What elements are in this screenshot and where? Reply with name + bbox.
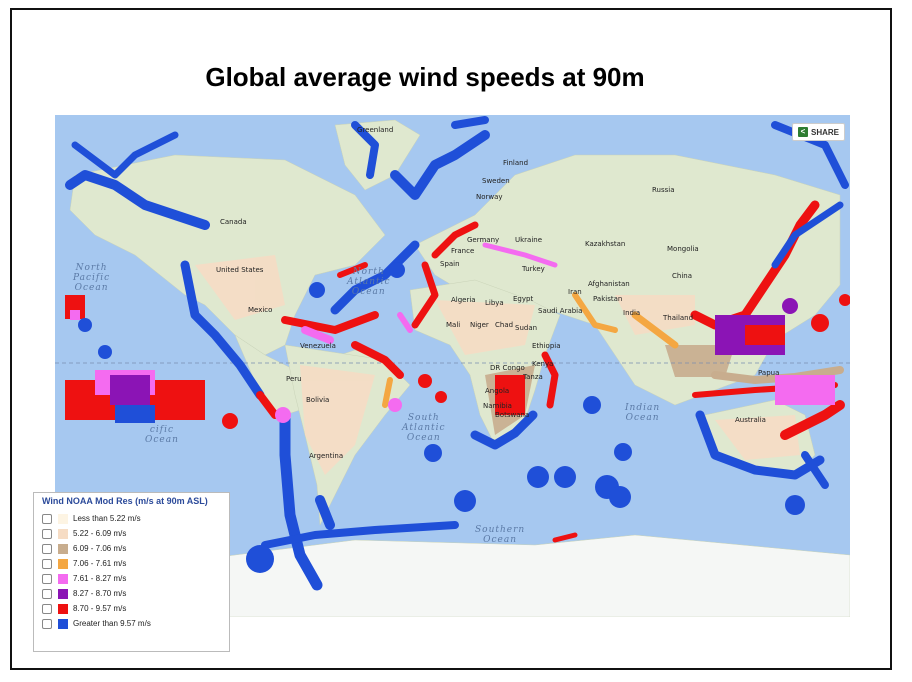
label-dr-congo: DR Congo — [490, 364, 525, 372]
label-algeria: Algeria — [451, 296, 476, 304]
legend-label: Greater than 9.57 m/s — [73, 619, 151, 628]
label-chad: Chad — [495, 321, 514, 329]
coastal-wind-bands — [65, 116, 849, 591]
label-south-atlantic: South Atlantic Ocean — [402, 413, 446, 443]
label-mexico: Mexico — [248, 306, 273, 314]
label-venezuela: Venezuela — [300, 342, 336, 350]
legend-list: Less than 5.22 m/s 5.22 - 6.09 m/s 6.09 - … — [42, 511, 221, 631]
legend-checkbox[interactable] — [42, 573, 52, 584]
legend-checkbox[interactable] — [42, 513, 52, 524]
legend-item[interactable]: 7.06 - 7.61 m/s — [42, 556, 221, 571]
label-afghanistan: Afghanistan — [588, 280, 630, 288]
legend-swatch — [58, 603, 68, 614]
legend-swatch — [58, 558, 68, 569]
legend-label: 7.61 - 8.27 m/s — [73, 574, 127, 583]
label-greenland: Greenland — [357, 126, 394, 134]
label-united-states: United States — [216, 266, 264, 274]
label-namibia: Namibia — [483, 402, 512, 410]
label-india: India — [623, 309, 641, 317]
label-thailand: Thailand — [663, 314, 694, 322]
legend-checkbox[interactable] — [42, 588, 52, 599]
label-tanzania: Tanza — [523, 373, 543, 381]
label-south-pacific: cific Ocean — [145, 425, 179, 445]
legend-checkbox[interactable] — [42, 558, 52, 569]
label-turkey: Turkey — [522, 265, 545, 273]
legend-swatch — [58, 588, 68, 599]
legend-label: 7.06 - 7.61 m/s — [73, 559, 127, 568]
legend-panel: Wind NOAA Mod Res (m/s at 90m ASL) Less … — [33, 492, 230, 652]
legend-label: 8.70 - 9.57 m/s — [73, 604, 127, 613]
share-icon: < — [797, 127, 808, 137]
share-button[interactable]: < SHARE — [791, 123, 845, 141]
label-peru: Peru — [286, 375, 302, 383]
label-iran: Iran — [568, 288, 582, 296]
legend-item[interactable]: 8.70 - 9.57 m/s — [42, 601, 221, 616]
label-finland: Finland — [503, 159, 529, 167]
label-southern-ocean: Southern Ocean — [475, 525, 526, 545]
legend-item[interactable]: 7.61 - 8.27 m/s — [42, 571, 221, 586]
label-pakistan: Pakistan — [593, 295, 623, 303]
legend-swatch — [58, 543, 68, 554]
legend-swatch — [58, 513, 68, 524]
legend-label: 6.09 - 7.06 m/s — [73, 544, 127, 553]
label-china: China — [672, 272, 692, 280]
map-canvas — [55, 116, 850, 617]
legend-label: 5.22 - 6.09 m/s — [73, 529, 127, 538]
label-sweden: Sweden — [482, 177, 510, 185]
label-mongolia: Mongolia — [667, 245, 699, 253]
legend-item[interactable]: 6.09 - 7.06 m/s — [42, 541, 221, 556]
legend-item[interactable]: 5.22 - 6.09 m/s — [42, 526, 221, 541]
label-kenya: Kenya — [532, 360, 554, 368]
label-ukraine: Ukraine — [515, 236, 543, 244]
legend-checkbox[interactable] — [42, 618, 52, 629]
label-botswana: Botswana — [495, 411, 530, 419]
label-france: France — [451, 247, 475, 255]
label-niger: Niger — [470, 321, 489, 329]
label-kazakhstan: Kazakhstan — [585, 240, 626, 248]
label-mali: Mali — [446, 321, 461, 329]
label-north-atlantic: North Atlantic Ocean — [347, 267, 391, 297]
legend-label: 8.27 - 8.70 m/s — [73, 589, 127, 598]
label-north-pacific: North Pacific Ocean — [73, 263, 111, 293]
legend-swatch — [58, 573, 68, 584]
legend-swatch — [58, 528, 68, 539]
share-label: SHARE — [810, 127, 839, 137]
label-sudan: Sudan — [515, 324, 538, 332]
legend-label: Less than 5.22 m/s — [73, 514, 141, 523]
label-indian-ocean: Indian Ocean — [625, 403, 661, 423]
legend-checkbox[interactable] — [42, 543, 52, 554]
offshore-wind-spots — [65, 262, 850, 573]
label-spain: Spain — [440, 260, 460, 268]
legend-checkbox[interactable] — [42, 528, 52, 539]
label-norway: Norway — [476, 193, 503, 201]
label-canada: Canada — [220, 218, 247, 226]
label-bolivia: Bolivia — [306, 396, 330, 404]
legend-item[interactable]: 8.27 - 8.70 m/s — [42, 586, 221, 601]
label-papua: Papua — [758, 369, 780, 377]
label-russia: Russia — [652, 186, 675, 194]
label-australia: Australia — [735, 416, 766, 424]
legend-title: Wind NOAA Mod Res (m/s at 90m ASL) — [42, 496, 208, 506]
page-title: Global average wind speeds at 90m — [205, 62, 645, 92]
label-saudi-arabia: Saudi Arabia — [538, 307, 583, 315]
label-egypt: Egypt — [513, 295, 534, 303]
legend-swatch — [58, 618, 68, 629]
label-libya: Libya — [485, 299, 504, 307]
label-argentina: Argentina — [309, 452, 344, 460]
legend-item[interactable]: Greater than 9.57 m/s — [42, 616, 221, 631]
label-angola: Angola — [485, 387, 510, 395]
label-germany: Germany — [467, 236, 500, 244]
legend-checkbox[interactable] — [42, 603, 52, 614]
legend-item[interactable]: Less than 5.22 m/s — [42, 511, 221, 526]
label-ethiopia: Ethiopia — [532, 342, 561, 350]
